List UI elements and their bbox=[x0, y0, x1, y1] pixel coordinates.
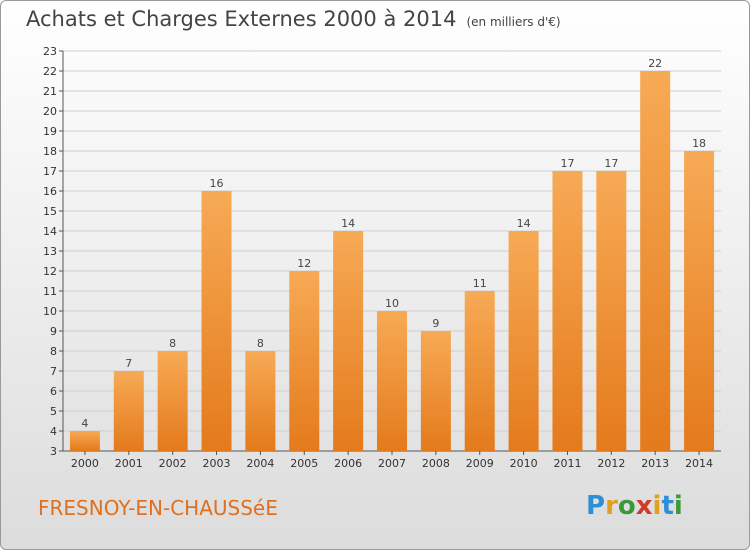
x-tick-label-2000: 2000 bbox=[71, 457, 99, 470]
x-tick-label-2005: 2005 bbox=[290, 457, 318, 470]
x-tick-label-2010: 2010 bbox=[510, 457, 538, 470]
data-label-2014: 18 bbox=[692, 137, 706, 150]
x-tick-label-2006: 2006 bbox=[334, 457, 362, 470]
y-tick-label: 12 bbox=[43, 265, 57, 278]
y-tick-label: 11 bbox=[43, 285, 57, 298]
x-tick-label-2002: 2002 bbox=[159, 457, 187, 470]
x-tick-label-2014: 2014 bbox=[685, 457, 713, 470]
logo-letter: i bbox=[673, 491, 683, 521]
x-tick-label-2003: 2003 bbox=[203, 457, 231, 470]
bar-2000 bbox=[69, 431, 100, 451]
bar-2007 bbox=[377, 311, 407, 451]
x-tick-label-2001: 2001 bbox=[115, 457, 143, 470]
data-label-2009: 11 bbox=[473, 277, 487, 290]
data-label-2002: 8 bbox=[169, 337, 176, 350]
bar-2004 bbox=[245, 351, 276, 451]
data-label-2008: 9 bbox=[432, 317, 439, 330]
y-tick-label: 7 bbox=[50, 365, 57, 378]
data-label-2004: 8 bbox=[257, 337, 264, 350]
x-tick-label-2011: 2011 bbox=[553, 457, 581, 470]
logo-letter: o bbox=[617, 491, 636, 521]
y-tick-label: 6 bbox=[50, 385, 57, 398]
bar-2009 bbox=[464, 291, 495, 451]
bar-2012 bbox=[596, 171, 627, 451]
y-tick-label: 17 bbox=[43, 165, 57, 178]
y-tick-label: 8 bbox=[50, 345, 57, 358]
town-name: FRESNOY-EN-CHAUSSéE bbox=[38, 496, 278, 520]
logo-letter: t bbox=[661, 491, 674, 521]
x-tick-label-2009: 2009 bbox=[466, 457, 494, 470]
proxiti-logo: Proxiti bbox=[586, 491, 683, 521]
bar-2011 bbox=[552, 171, 583, 451]
chart-unit: (en milliers d'€) bbox=[466, 15, 561, 29]
y-tick-label: 22 bbox=[43, 65, 57, 78]
x-tick-label-2013: 2013 bbox=[641, 457, 669, 470]
x-tick-label-2004: 2004 bbox=[246, 457, 274, 470]
y-tick-label: 15 bbox=[43, 205, 57, 218]
data-label-2000: 4 bbox=[81, 417, 88, 430]
bar-2010 bbox=[508, 231, 539, 451]
y-tick-label: 4 bbox=[50, 425, 57, 438]
logo-letter: r bbox=[605, 491, 618, 521]
bars bbox=[69, 71, 715, 451]
data-label-2011: 17 bbox=[560, 157, 574, 170]
y-tick-label: 3 bbox=[50, 445, 57, 458]
y-tick-label: 5 bbox=[50, 405, 57, 418]
bar-2001 bbox=[113, 371, 144, 451]
y-tick-label: 21 bbox=[43, 85, 57, 98]
y-tick-label: 20 bbox=[43, 105, 57, 118]
bar-2008 bbox=[420, 331, 451, 451]
y-tick-label: 16 bbox=[43, 185, 57, 198]
data-label-2001: 7 bbox=[125, 357, 132, 370]
x-tick-label-2012: 2012 bbox=[597, 457, 625, 470]
data-label-2010: 14 bbox=[517, 217, 531, 230]
y-tick-label: 23 bbox=[43, 45, 57, 58]
data-label-2012: 17 bbox=[604, 157, 618, 170]
chart-title: Achats et Charges Externes 2000 à 2014 (e… bbox=[26, 7, 561, 31]
logo-letter: P bbox=[586, 491, 606, 521]
logo-letter: x bbox=[635, 491, 653, 521]
logo-letter: i bbox=[652, 491, 662, 521]
y-tick-label: 13 bbox=[43, 245, 57, 258]
y-tick-label: 18 bbox=[43, 145, 57, 158]
bar-2005 bbox=[289, 271, 320, 451]
bar-2003 bbox=[201, 191, 232, 451]
y-tick-label: 9 bbox=[50, 325, 57, 338]
data-label-2005: 12 bbox=[297, 257, 311, 270]
data-label-2013: 22 bbox=[648, 57, 662, 70]
y-tick-label: 19 bbox=[43, 125, 57, 138]
bar-2002 bbox=[157, 351, 188, 451]
data-label-2003: 16 bbox=[210, 177, 224, 190]
y-tick-label: 14 bbox=[43, 225, 57, 238]
x-tick-label-2007: 2007 bbox=[378, 457, 406, 470]
bar-2006 bbox=[333, 231, 364, 451]
data-label-2006: 14 bbox=[341, 217, 355, 230]
bar-2014 bbox=[684, 151, 715, 451]
y-tick-label: 10 bbox=[43, 305, 57, 318]
x-tick-label-2008: 2008 bbox=[422, 457, 450, 470]
chart-title-text: Achats et Charges Externes 2000 à 2014 bbox=[26, 7, 457, 31]
bar-2013 bbox=[640, 71, 671, 451]
data-label-2007: 10 bbox=[385, 297, 399, 310]
axes: 3 4 5 6 7 8 9 10 11 12 13 14 15 16 17 18 19 20 21 22 23 2000 2… bbox=[43, 45, 721, 470]
labels: 4 7 8 16 8 12 14 10 9 11 14 17 17 22 18 bbox=[81, 57, 706, 430]
